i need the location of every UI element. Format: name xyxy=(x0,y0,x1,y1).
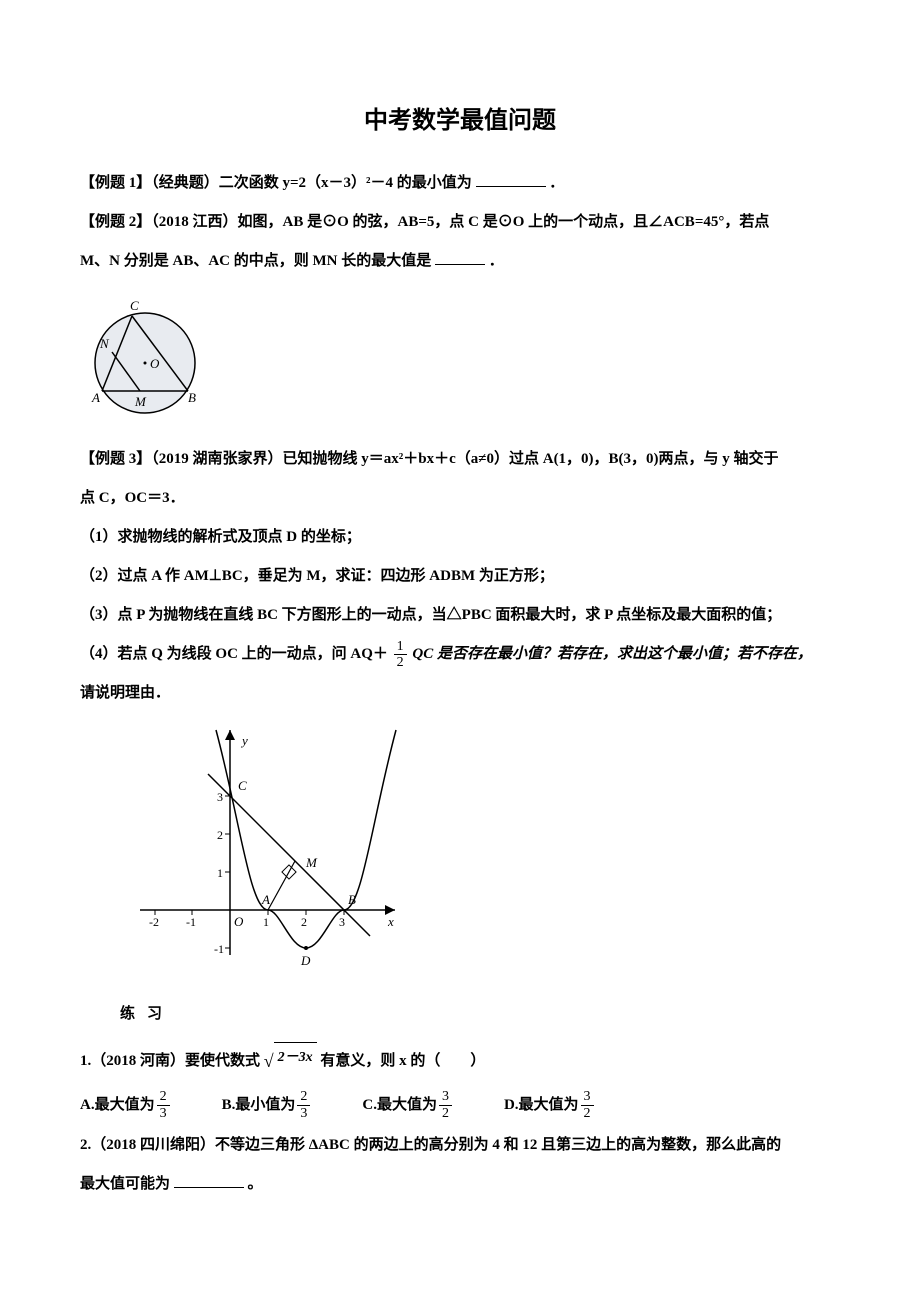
ex1-period: ． xyxy=(549,175,564,191)
ex3-q4-fraction: 1 2 xyxy=(394,639,407,671)
ex1-blank xyxy=(476,186,546,187)
point-m: M xyxy=(305,855,318,870)
opt-b-frac: 2 3 xyxy=(297,1089,310,1121)
ex3-q4a: （4）若点 Q 为线段 OC 上的一动点，问 AQ＋ xyxy=(80,646,388,662)
fig1-label-m: M xyxy=(134,394,147,409)
ex3-q4b: QC 是否存在最小值？若存在，求出这个最小值；若不存在， xyxy=(412,646,812,662)
example-2-line2: M、N 分别是 AB、AC 的中点，则 MN 长的最大值是 ． xyxy=(80,245,840,278)
sqrt-symbol: √ xyxy=(264,1042,274,1082)
example-2-line1: 【例题 2】（2018 江西）如图，AB 是⊙O 的弦，AB=5，点 C 是⊙O… xyxy=(80,206,840,239)
example-3-q3: （3）点 P 为抛物线在直线 BC 下方图形上的一动点，当△PBC 面积最大时，… xyxy=(80,599,840,632)
example-3-q4c: 请说明理由． xyxy=(80,677,840,710)
ytick-2: 2 xyxy=(217,828,223,842)
ex2-blank xyxy=(435,264,485,265)
example-3-q2: （2）过点 A 作 AM⊥BC，垂足为 M，求证：四边形 ADBM 为正方形； xyxy=(80,560,840,593)
opt-c-num: 3 xyxy=(439,1089,452,1105)
option-d: D.最大值为 3 2 xyxy=(504,1089,596,1121)
ex1-text: 【例题 1】（经典题）二次函数 y=2（x－3）²－4 的最小值为 xyxy=(80,175,472,191)
practice-2-line1: 2.（2018 四川绵阳）不等边三角形 ΔABC 的两边上的高分别为 4 和 1… xyxy=(80,1129,840,1162)
point-b: B xyxy=(348,892,356,907)
opt-d-num: 3 xyxy=(581,1089,594,1105)
example-3-q4: （4）若点 Q 为线段 OC 上的一动点，问 AQ＋ 1 2 QC 是否存在最小… xyxy=(80,638,840,671)
practice-2-line2: 最大值可能为 。 xyxy=(80,1168,840,1201)
opt-a-frac: 2 3 xyxy=(157,1089,170,1121)
p1-text-b: 有意义，则 x 的（ ） xyxy=(320,1053,485,1069)
example-3-q1: （1）求抛物线的解析式及顶点 D 的坐标； xyxy=(80,521,840,554)
ex3-q4-num: 1 xyxy=(394,639,407,655)
option-a: A.最大值为 2 3 xyxy=(80,1089,172,1121)
point-d: D xyxy=(300,953,311,968)
ytick-3: 3 xyxy=(217,790,223,804)
opt-c-frac: 3 2 xyxy=(439,1089,452,1121)
example-3-line2: 点 C，OC＝3． xyxy=(80,482,840,515)
fig1-label-o: O xyxy=(150,356,160,371)
fig1-label-n: N xyxy=(99,336,110,351)
axis-y: y xyxy=(240,733,248,748)
xtick-1: 1 xyxy=(263,915,269,929)
practice-heading: 练习 xyxy=(120,1001,840,1028)
opt-a-label: A.最大值为 xyxy=(80,1092,155,1119)
option-b: B.最小值为 2 3 xyxy=(222,1089,313,1121)
option-c: C.最大值为 3 2 xyxy=(362,1089,454,1121)
ex2-period: ． xyxy=(489,253,504,269)
example-1: 【例题 1】（经典题）二次函数 y=2（x－3）²－4 的最小值为 ． xyxy=(80,167,840,200)
fig1-label-b: B xyxy=(188,390,196,405)
fig1-label-a: A xyxy=(91,390,100,405)
axis-x: x xyxy=(387,914,394,929)
practice-1: 1.（2018 河南）要使代数式 √ 2－3x 有意义，则 x 的（ ） xyxy=(80,1042,840,1082)
xtick-3: 3 xyxy=(339,915,345,929)
sqrt-body: 2－3x xyxy=(274,1042,317,1074)
opt-b-label: B.最小值为 xyxy=(222,1092,296,1119)
fig1-label-c: C xyxy=(130,298,139,313)
opt-d-den: 2 xyxy=(581,1106,594,1121)
p1-text-a: 1.（2018 河南）要使代数式 xyxy=(80,1053,260,1069)
opt-c-den: 2 xyxy=(439,1106,452,1121)
figure-circle: C N O A M B xyxy=(80,288,840,429)
p2-blank xyxy=(174,1187,244,1188)
ex3-l1: 【例题 3】（2019 湖南张家界）已知抛物线 y＝ax²＋bx＋c（a≠0）过… xyxy=(80,451,779,467)
opt-d-label: D.最大值为 xyxy=(504,1092,579,1119)
opt-b-num: 2 xyxy=(297,1089,310,1105)
p2-period: 。 xyxy=(248,1176,263,1192)
opt-d-frac: 3 2 xyxy=(581,1089,594,1121)
example-3-line1: 【例题 3】（2019 湖南张家界）已知抛物线 y＝ax²＋bx＋c（a≠0）过… xyxy=(80,443,840,476)
document-title: 中考数学最值问题 xyxy=(80,100,840,143)
origin-o: O xyxy=(234,914,244,929)
figure-parabola: -2 -1 1 2 3 -1 1 2 3 y x O C A B M D xyxy=(130,720,840,981)
practice-1-options: A.最大值为 2 3 B.最小值为 2 3 C.最大值为 3 2 D.最大值为 … xyxy=(80,1089,840,1121)
xtick-n2: -2 xyxy=(149,915,159,929)
ex2-text: M、N 分别是 AB、AC 的中点，则 MN 长的最大值是 xyxy=(80,253,431,269)
ytick-1: 1 xyxy=(217,866,223,880)
xtick-n1: -1 xyxy=(186,915,196,929)
ytick-n1: -1 xyxy=(214,942,224,956)
point-a: A xyxy=(261,892,270,907)
opt-c-label: C.最大值为 xyxy=(362,1092,437,1119)
xtick-2: 2 xyxy=(301,915,307,929)
opt-a-num: 2 xyxy=(157,1089,170,1105)
sqrt-expr: √ 2－3x xyxy=(264,1042,317,1082)
opt-a-den: 3 xyxy=(157,1106,170,1121)
point-c: C xyxy=(238,778,247,793)
opt-b-den: 3 xyxy=(297,1106,310,1121)
ex3-q4-den: 2 xyxy=(394,655,407,670)
p2-text: 最大值可能为 xyxy=(80,1176,170,1192)
